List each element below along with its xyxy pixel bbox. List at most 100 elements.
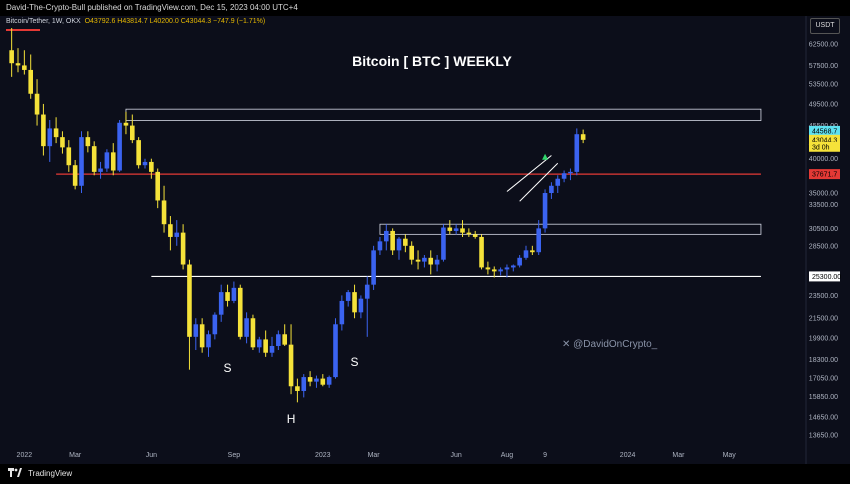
- candle-body: [511, 265, 516, 268]
- candle-body: [466, 232, 472, 235]
- candle-body: [415, 259, 421, 262]
- candle: [288, 324, 294, 395]
- candle-body: [498, 269, 503, 272]
- candle-body: [149, 161, 154, 172]
- candle-body: [472, 234, 478, 237]
- candle: [187, 259, 192, 370]
- candle-body: [371, 250, 376, 285]
- symbol-info: Bitcoin/Tether, 1W, OKX O43792.6 H43814.…: [6, 18, 265, 25]
- annotations: S H S: [224, 153, 549, 426]
- resistance-zones: [125, 108, 762, 235]
- x-tick-label: 2024: [620, 452, 636, 459]
- candle: [358, 295, 364, 319]
- candle-body: [542, 193, 548, 229]
- footer-bar: TradingView: [0, 464, 850, 484]
- price-label-text: 44568.7: [812, 128, 837, 135]
- candle-body: [288, 344, 294, 387]
- candle: [72, 159, 78, 190]
- channel-line-0: [506, 155, 552, 192]
- x-tick-label: Aug: [501, 452, 514, 459]
- price-label-box: [809, 134, 840, 145]
- y-tick-label: 28500.00: [809, 243, 838, 250]
- candle: [333, 318, 338, 379]
- candle: [307, 371, 313, 387]
- candle: [282, 324, 287, 346]
- candle: [409, 241, 414, 265]
- ohlc-values: O43792.6 H43814.7 L40200.0 C43044.3 −747…: [84, 18, 266, 25]
- candle-body: [491, 269, 497, 272]
- candle: [263, 330, 268, 357]
- x-tick-label: Mar: [368, 452, 381, 459]
- candle: [314, 375, 319, 388]
- pattern-label: S: [351, 355, 359, 369]
- candle: [504, 264, 510, 278]
- candle: [523, 245, 529, 260]
- y-tick-label: 40000.00: [809, 156, 838, 163]
- candle-body: [453, 228, 459, 231]
- candle-body: [345, 292, 351, 301]
- candle-body: [9, 50, 14, 64]
- candle-body: [307, 377, 313, 382]
- x-tick-label: May: [723, 452, 737, 459]
- candle-body: [193, 324, 199, 337]
- pattern-label: S: [224, 361, 232, 375]
- candle: [180, 224, 186, 270]
- candle-body: [91, 146, 97, 172]
- price-label-text: 43044.3: [812, 137, 837, 144]
- y-tick-label: 23500.00: [809, 293, 838, 300]
- candle-body: [403, 238, 408, 246]
- candle-body: [130, 125, 135, 141]
- candle-body: [110, 152, 116, 171]
- candle-body: [161, 200, 167, 225]
- candle-body: [269, 345, 275, 353]
- candle: [41, 103, 46, 156]
- currency-button[interactable]: USDT: [810, 18, 840, 34]
- candle: [98, 161, 103, 179]
- candle: [485, 261, 491, 275]
- candle: [301, 374, 307, 398]
- price-label: 3d 0h: [809, 141, 840, 152]
- candle-body: [549, 185, 554, 194]
- candle: [28, 54, 33, 99]
- y-tick-label: 13650.00: [809, 433, 838, 440]
- candle: [130, 114, 135, 144]
- candle: [104, 149, 110, 172]
- candlesticks: [9, 28, 586, 403]
- candle: [384, 224, 389, 251]
- candle-body: [358, 298, 364, 313]
- candle-body: [250, 318, 256, 348]
- candle: [422, 254, 427, 268]
- candle: [339, 295, 345, 331]
- x-tick-label: 9: [543, 452, 547, 459]
- candle-body: [276, 334, 281, 346]
- candle-body: [123, 122, 129, 126]
- candle-body: [320, 378, 326, 385]
- candle: [276, 330, 281, 351]
- candle-body: [72, 165, 78, 186]
- candle-body: [206, 334, 211, 348]
- candle: [47, 119, 53, 162]
- candle: [511, 264, 516, 272]
- candle: [53, 117, 59, 144]
- candle: [441, 224, 446, 262]
- candle: [434, 254, 440, 272]
- candle: [460, 220, 465, 237]
- candle: [371, 245, 376, 290]
- price-chart[interactable]: S H S 2022 Mar Jun Sep 2023 Mar Jun Aug 9 2024 Mar Ma…: [0, 0, 850, 464]
- candle: [257, 336, 262, 353]
- footer-brand: TradingView: [28, 469, 73, 478]
- candle-body: [377, 241, 383, 251]
- candle: [22, 50, 27, 75]
- candle-body: [117, 122, 122, 171]
- y-tick-label: 49500.00: [809, 101, 838, 108]
- candle: [352, 284, 357, 319]
- candle: [206, 330, 211, 357]
- candle-body: [504, 267, 510, 270]
- candle: [231, 281, 237, 304]
- candle-body: [434, 259, 440, 265]
- candle-body: [41, 114, 46, 147]
- x-tick-label: Mar: [69, 452, 82, 459]
- candle: [453, 224, 459, 235]
- candle-body: [15, 63, 21, 66]
- candle: [34, 79, 40, 126]
